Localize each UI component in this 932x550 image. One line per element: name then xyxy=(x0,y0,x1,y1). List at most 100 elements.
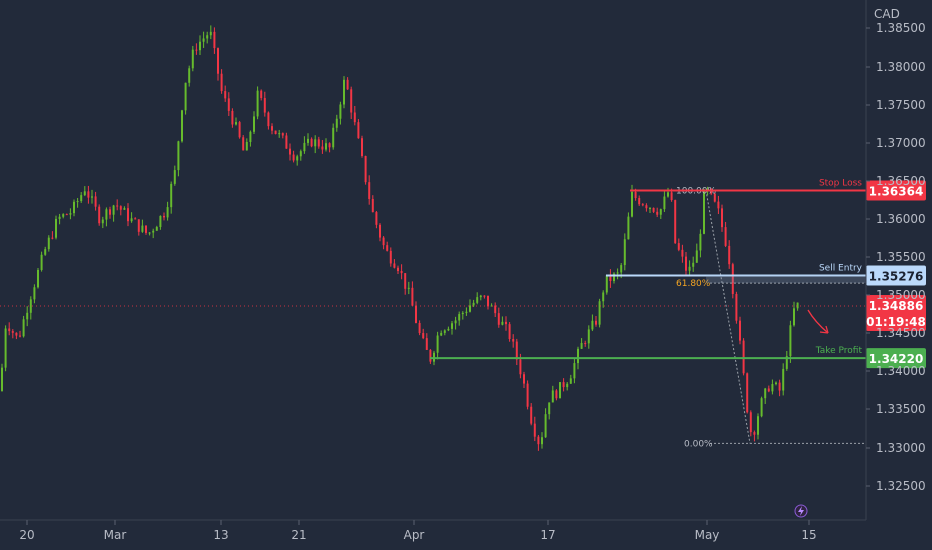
candle-body xyxy=(267,112,270,127)
candle-body xyxy=(242,137,245,151)
candle-body xyxy=(76,201,79,203)
candle-body xyxy=(785,356,788,369)
candle-body xyxy=(343,79,345,105)
candle-body xyxy=(339,104,342,119)
price-tick-label: 1.35000 xyxy=(876,288,926,302)
candle-body xyxy=(735,293,738,321)
current-price-tag xyxy=(866,295,926,332)
currency-label: CAD xyxy=(874,7,900,21)
candle-body xyxy=(361,138,363,157)
candle-body xyxy=(317,139,320,147)
candle-body xyxy=(62,214,65,217)
candle-body xyxy=(519,359,522,375)
candle-body xyxy=(641,204,644,206)
candle-body xyxy=(199,41,201,51)
candle-body xyxy=(253,116,255,132)
candle-body xyxy=(717,201,720,209)
price-tag-label: 1.36364 xyxy=(869,184,924,198)
candle-body xyxy=(80,195,83,202)
candle-body xyxy=(382,237,385,246)
price-axis[interactable]: 1.38500 1.38000 1.37500 1.37000 1.36500 1.360… xyxy=(866,21,926,493)
candle-body xyxy=(303,142,306,152)
candle-body xyxy=(123,208,126,210)
time-axis[interactable]: 20 Mar 13 21 Apr 17 May 15 xyxy=(19,520,817,542)
candle-body xyxy=(285,135,288,149)
candle-body xyxy=(749,412,752,433)
candle-body xyxy=(577,348,579,364)
level-label-stop-loss: Stop Loss xyxy=(819,178,862,188)
candle-body xyxy=(238,122,241,138)
candle-body xyxy=(137,219,140,232)
candle-body xyxy=(551,390,554,403)
candle-body xyxy=(51,237,54,239)
candle-body xyxy=(613,273,615,282)
candle-body xyxy=(760,398,763,417)
candle-body xyxy=(782,368,785,391)
candle-body xyxy=(69,213,72,215)
candle-body xyxy=(505,321,507,325)
candle-body xyxy=(357,122,360,139)
candle-body xyxy=(724,227,727,246)
candle-body xyxy=(443,330,446,333)
candle-body xyxy=(746,373,749,413)
candle-body xyxy=(188,68,191,83)
candle-body xyxy=(451,323,453,329)
candle-body xyxy=(206,35,209,39)
candle-body xyxy=(703,190,705,234)
candle-body xyxy=(58,216,61,219)
candle-body xyxy=(674,200,677,244)
candle-body xyxy=(645,205,648,209)
candle-body xyxy=(757,416,759,435)
candle-body xyxy=(353,112,356,123)
candle-body xyxy=(134,218,137,220)
candle-body xyxy=(559,382,561,399)
candle-body xyxy=(472,302,475,306)
candle-body xyxy=(476,297,479,303)
level-label-sell-entry: Sell Entry xyxy=(819,264,863,274)
candle-body xyxy=(368,182,371,199)
candle-body xyxy=(220,73,223,92)
fib-618-label: 61.80% xyxy=(676,279,711,289)
candle-body xyxy=(292,154,295,161)
candle-body xyxy=(127,208,129,222)
candle-body xyxy=(47,237,50,250)
lightning-icon[interactable] xyxy=(794,504,808,518)
candle-body xyxy=(631,191,633,217)
candle-body xyxy=(397,267,399,272)
candle-body xyxy=(11,331,14,333)
candle-body xyxy=(386,245,389,251)
candle-body xyxy=(112,205,115,215)
candle-body xyxy=(548,402,551,415)
candle-body xyxy=(119,206,122,210)
candle-body xyxy=(101,219,104,224)
candle-body xyxy=(371,198,374,213)
candle-body xyxy=(764,388,767,399)
candle-body xyxy=(299,151,302,157)
candle-body xyxy=(767,388,770,392)
price-tag-label: 1.35276 xyxy=(869,270,924,284)
candle-body xyxy=(44,249,47,255)
candle-body xyxy=(364,156,367,183)
candle-body xyxy=(541,437,543,445)
candle-body xyxy=(37,269,39,288)
candle-body xyxy=(731,264,734,294)
candle-body xyxy=(94,196,97,207)
entry-zone xyxy=(706,275,866,284)
current-price-label: 1.34886 xyxy=(869,299,924,313)
candle-body xyxy=(497,313,500,325)
candle-body xyxy=(55,218,57,238)
price-tag xyxy=(866,265,926,286)
candle-body xyxy=(685,256,687,271)
price-tag xyxy=(866,348,926,369)
candle-body xyxy=(29,299,32,313)
candle-body xyxy=(490,305,493,307)
price-tag xyxy=(866,180,926,201)
candle-body xyxy=(202,38,205,42)
time-tick-label: 13 xyxy=(213,528,228,542)
candle-body xyxy=(469,305,471,312)
time-tick-label: Mar xyxy=(104,528,127,542)
candle-body xyxy=(569,378,572,384)
candle-body xyxy=(209,31,212,36)
candle-body xyxy=(728,245,731,265)
